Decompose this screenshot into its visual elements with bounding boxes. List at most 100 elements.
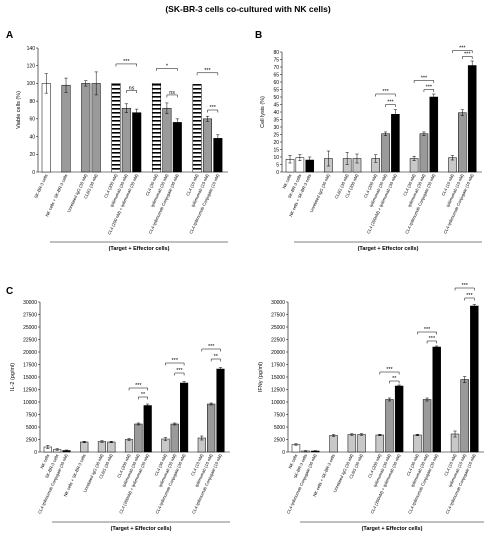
bar — [124, 439, 134, 453]
sig-label: *** — [135, 383, 142, 389]
bar — [216, 368, 225, 453]
bar — [385, 399, 394, 453]
bar — [357, 434, 366, 453]
bar — [41, 83, 51, 173]
y-tick-label: 10000 — [23, 400, 37, 406]
bar — [381, 133, 390, 173]
bar — [151, 83, 162, 173]
x-axis-label: (Target + Effector cells) — [362, 526, 423, 532]
bar — [394, 385, 404, 453]
y-tick-label: 65 — [273, 72, 279, 78]
y-tick-label: 17500 — [271, 362, 285, 368]
bar — [429, 96, 439, 173]
y-tick-label: 0 — [282, 450, 285, 456]
y-tick-label: 20000 — [271, 350, 285, 356]
sig-label: *** — [426, 85, 433, 91]
bar — [121, 107, 131, 173]
sig-label: ** — [214, 354, 219, 360]
x-tick-label: Unrelated IgG (30 nM) — [309, 173, 331, 213]
y-tick-label: 22500 — [271, 337, 285, 343]
y-tick-label: 0 — [32, 170, 35, 176]
sig-label: *** — [204, 68, 211, 74]
sig-label: *** — [123, 59, 130, 65]
y-tick-label: 120 — [27, 64, 36, 70]
bar — [460, 379, 469, 453]
bar — [391, 114, 400, 173]
bar — [172, 122, 182, 173]
bar — [111, 83, 121, 173]
y-tick-label: 12500 — [23, 387, 37, 393]
sig-label: *** — [387, 100, 394, 106]
bar — [329, 435, 338, 453]
y-tick-label: 15000 — [23, 375, 37, 381]
y-axis-label: Viable cells (%) — [16, 91, 22, 129]
figure-title: (SK-BR-3 cells co-cultured with NK cells… — [165, 4, 330, 14]
panel-letter: C — [6, 286, 13, 297]
sig-label: *** — [208, 344, 215, 350]
y-tick-label: 75 — [273, 57, 279, 63]
y-tick-label: 60 — [29, 117, 35, 123]
y-tick-label: 25000 — [23, 325, 37, 331]
x-tick-label: NK cells — [281, 173, 292, 189]
y-axis-label: Cell lysis (%) — [260, 96, 266, 128]
bar — [91, 83, 101, 173]
y-tick-label: 7500 — [274, 412, 285, 418]
y-axis-label: IFNγ (pg/ml) — [258, 362, 264, 392]
bar — [213, 138, 223, 173]
y-tick-label: 15000 — [271, 375, 285, 381]
panel-letter: B — [255, 30, 262, 41]
bar — [107, 441, 116, 453]
bar — [132, 112, 142, 173]
y-tick-label: 27500 — [23, 312, 37, 318]
sig-label: *** — [429, 336, 436, 342]
y-tick-label: 5000 — [274, 425, 285, 431]
y-tick-label: 60 — [273, 80, 279, 86]
y-tick-label: 30 — [273, 125, 279, 131]
y-tick-label: 15 — [273, 147, 279, 153]
y-tick-label: 22500 — [23, 337, 37, 343]
sig-label: *** — [386, 367, 393, 373]
bar — [458, 112, 467, 173]
y-tick-label: 100 — [27, 81, 36, 87]
y-tick-label: 27500 — [271, 312, 285, 318]
panel-letter: A — [6, 30, 13, 41]
y-tick-label: 35 — [273, 117, 279, 123]
y-axis-label: IL-2 (pg/ml) — [10, 363, 16, 391]
chart-panel-4: IFNγ (pg/ml) 0 2500 5000 7500 10000 12500 15000… — [258, 283, 484, 532]
sig-label: *** — [466, 293, 473, 299]
y-tick-label: 25000 — [271, 325, 285, 331]
x-tick-label: SK-BR-3 cells — [33, 173, 49, 199]
y-tick-label: 80 — [273, 50, 279, 56]
bar — [80, 441, 89, 453]
sig-label: ns — [129, 86, 135, 92]
x-axis-label: (Target + Effector cells) — [358, 246, 419, 252]
bar — [134, 423, 143, 453]
bar — [432, 346, 441, 453]
sig-label: *** — [172, 358, 179, 364]
x-axis-label: (Target + Effector cells) — [111, 526, 172, 532]
y-tick-label: 17500 — [23, 362, 37, 368]
sig-label: ** — [392, 376, 397, 382]
sig-label: *** — [176, 368, 183, 374]
y-tick-label: 40 — [273, 110, 279, 116]
y-tick-label: 12500 — [271, 387, 285, 393]
y-tick-label: 30000 — [271, 300, 285, 306]
y-tick-label: 2500 — [26, 437, 37, 443]
sig-label: *** — [382, 89, 389, 95]
y-tick-label: 30000 — [23, 300, 37, 306]
bar — [467, 65, 477, 173]
bar — [375, 434, 385, 453]
y-tick-label: 45 — [273, 102, 279, 108]
y-tick-label: 20 — [29, 152, 35, 158]
sig-label: *** — [421, 76, 428, 82]
y-tick-label: 2500 — [274, 437, 285, 443]
bar — [470, 305, 479, 453]
y-tick-label: 5000 — [26, 425, 37, 431]
y-tick-label: 7500 — [26, 412, 37, 418]
bar — [422, 399, 432, 453]
x-axis-label: (Target + Effector cells) — [109, 246, 170, 252]
y-tick-label: 50 — [273, 95, 279, 101]
y-tick-label: 70 — [273, 65, 279, 71]
y-tick-label: 20000 — [23, 350, 37, 356]
bar — [291, 444, 301, 453]
